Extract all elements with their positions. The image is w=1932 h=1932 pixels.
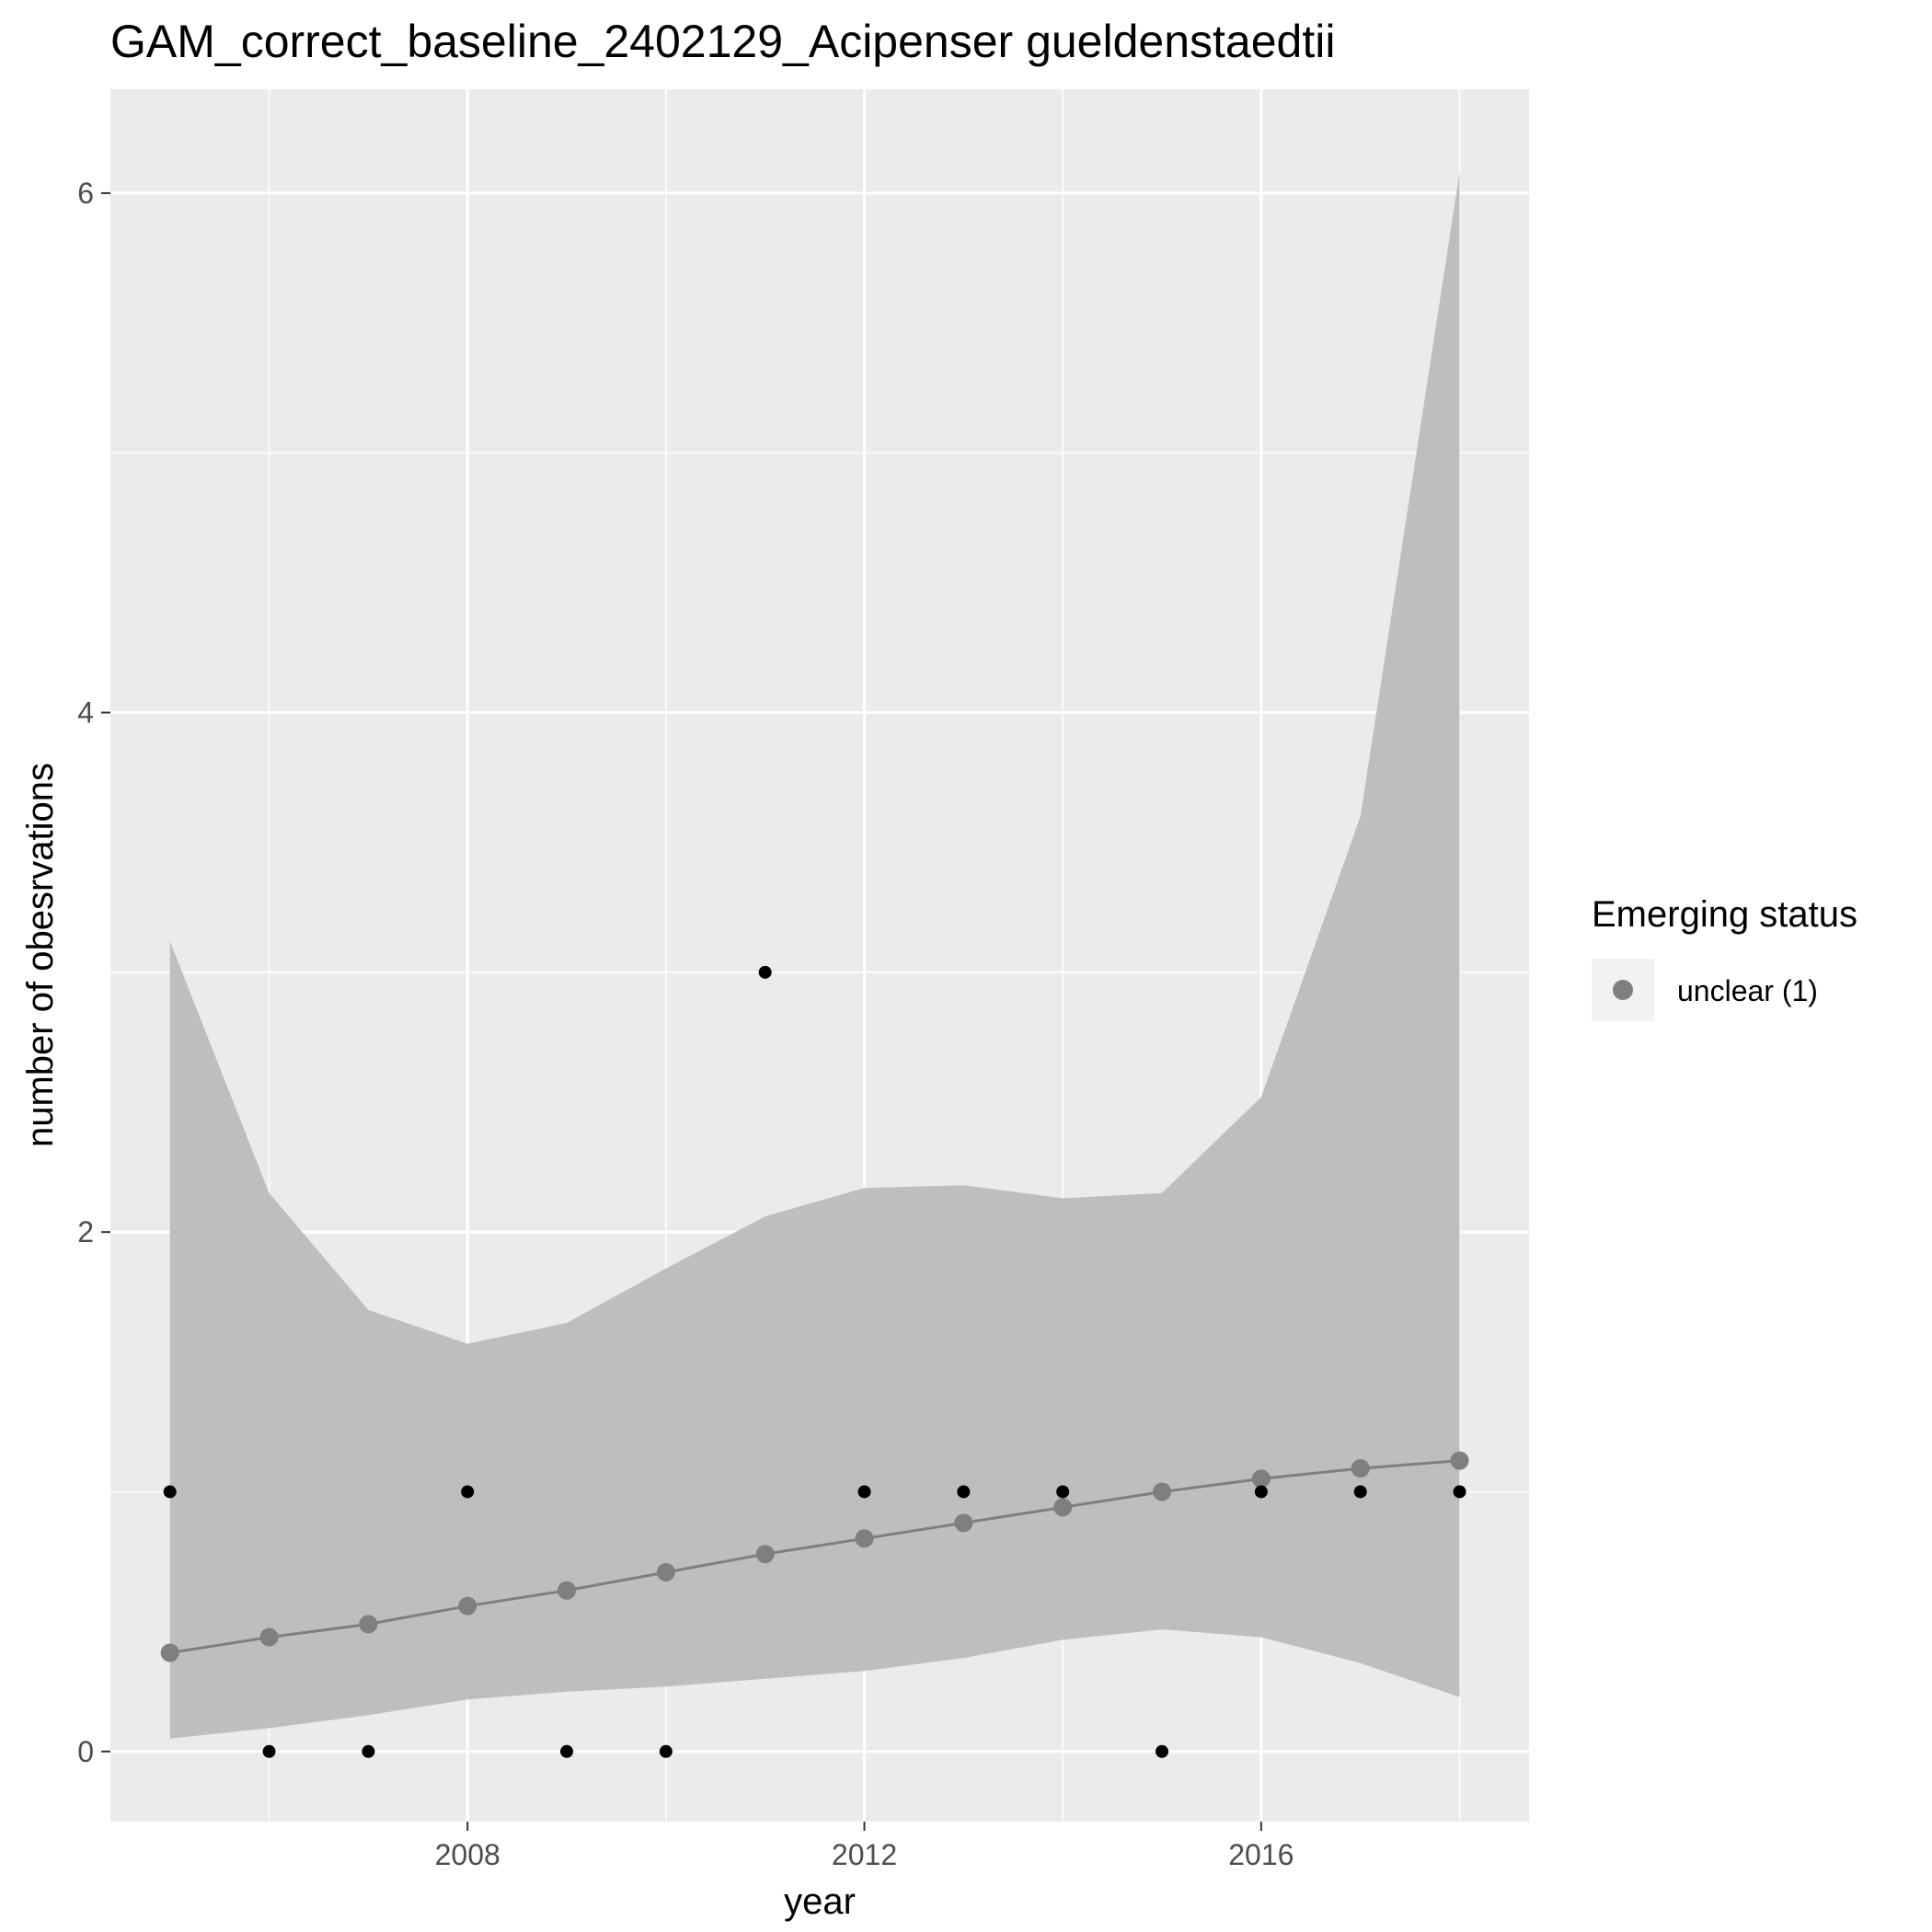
fit-point (458, 1596, 477, 1616)
observation-point (163, 1485, 177, 1499)
fit-point (259, 1627, 279, 1647)
observation-point (957, 1485, 971, 1499)
observation-point (1254, 1485, 1268, 1499)
fit-point (1351, 1459, 1370, 1478)
observation-point (857, 1485, 871, 1499)
minor-gridlines (110, 89, 1529, 1822)
fit-point (656, 1562, 675, 1581)
x-axis-ticks: 2008 2012 2016 (435, 1822, 1294, 1871)
fit-point (954, 1513, 973, 1533)
confidence-ribbon (169, 172, 1460, 1739)
observation-point (560, 1744, 574, 1758)
observation-point (758, 965, 772, 979)
fit-point (1053, 1498, 1073, 1517)
x-tick-label: 2008 (435, 1838, 500, 1871)
y-tick-label: 2 (77, 1215, 94, 1248)
observation-point (1056, 1485, 1070, 1499)
fit-line (169, 1459, 1460, 1654)
legend-title: Emerging status (1592, 894, 1857, 935)
observation-point (461, 1485, 475, 1499)
observation-point (362, 1744, 375, 1758)
fit-line-layer (169, 1459, 1460, 1654)
observation-point (1453, 1485, 1466, 1499)
observation-point (659, 1744, 673, 1758)
fit-point (359, 1615, 378, 1634)
fit-point (558, 1581, 577, 1600)
chart-title: GAM_correct_baseline_2402129_Acipenser g… (110, 16, 1335, 67)
x-tick-label: 2012 (832, 1838, 897, 1871)
x-axis-title: year (784, 1881, 856, 1922)
y-axis-title: number of obesrvations (20, 763, 61, 1147)
y-tick-label: 0 (77, 1735, 94, 1768)
fit-point (1251, 1469, 1271, 1489)
y-axis-ticks: 0 2 4 6 (77, 177, 110, 1768)
fit-point (755, 1545, 775, 1564)
y-tick-label: 6 (77, 177, 94, 210)
fit-points-layer (160, 1451, 1469, 1662)
observation-point (1353, 1485, 1367, 1499)
x-tick-label: 2016 (1228, 1838, 1294, 1871)
fit-point (1153, 1482, 1172, 1501)
fit-point (855, 1529, 874, 1548)
observation-points-layer (163, 965, 1466, 1758)
fit-point (160, 1643, 179, 1662)
legend-label: unclear (1) (1677, 974, 1818, 1007)
legend-key-point (1613, 980, 1633, 1000)
observation-point (1156, 1744, 1169, 1758)
confidence-ribbon-layer (169, 172, 1460, 1739)
legend: Emerging status unclear (1) (1592, 894, 1857, 1021)
fit-point (1450, 1451, 1469, 1470)
observation-point (262, 1744, 276, 1758)
y-tick-label: 4 (77, 696, 94, 730)
